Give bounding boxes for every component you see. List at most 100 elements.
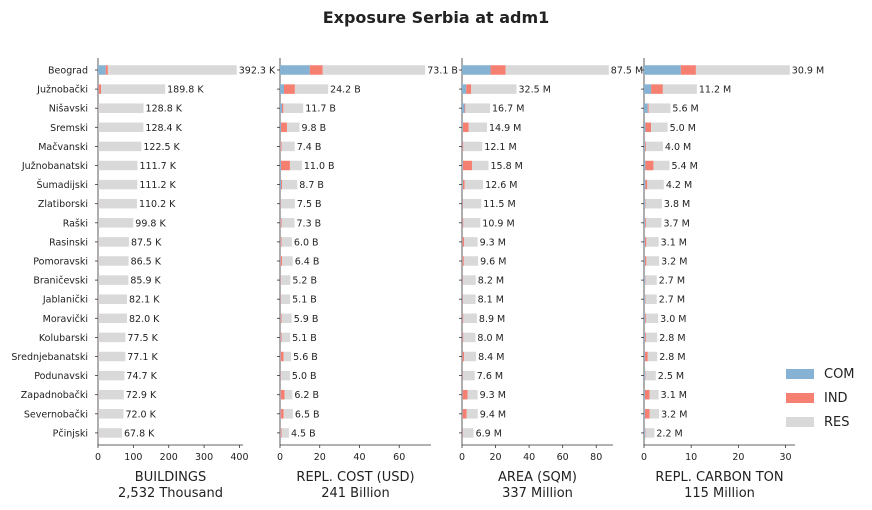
x-tick-label-3-2: 20	[732, 452, 744, 463]
bar-res-2-4	[463, 141, 483, 152]
bar-com-3-10	[644, 256, 645, 266]
data-label-2-11: 8.2 M	[478, 276, 504, 287]
bar-com-1-15	[280, 351, 281, 362]
bar-com-3-14	[644, 332, 645, 343]
bar-ind-2-2	[464, 103, 466, 113]
data-label-2-15: 8.4 M	[478, 352, 504, 363]
bar-res-1-0	[322, 65, 426, 75]
bar-ind-2-0	[490, 65, 506, 75]
bar-res-0-18	[98, 409, 124, 419]
data-label-1-8: 7.3 B	[297, 218, 322, 229]
category-label-4: Mačvanski	[38, 142, 88, 153]
category-label-19: Pčinjski	[53, 428, 88, 439]
bar-com-0-0	[98, 65, 106, 75]
data-label-3-15: 2.8 M	[659, 352, 685, 363]
legend-item-res: RES	[786, 410, 855, 434]
bar-com-3-12	[644, 294, 645, 304]
bar-res-1-13	[281, 313, 292, 324]
bar-res-2-15	[464, 351, 477, 362]
bar-res-1-15	[283, 351, 292, 362]
bar-ind-1-1	[283, 84, 295, 94]
data-label-0-12: 82.1 K	[129, 295, 160, 306]
bar-ind-2-19	[462, 428, 464, 438]
data-label-0-4: 122.5 K	[143, 142, 180, 153]
bar-res-1-6	[281, 179, 298, 190]
bar-com-1-11	[280, 275, 281, 285]
category-label-12: Jablanički	[42, 295, 88, 306]
legend: COM IND RES	[786, 362, 855, 434]
bar-com-2-18	[462, 409, 463, 419]
bar-com-0-1	[98, 84, 99, 94]
bar-com-2-17	[462, 389, 463, 400]
bar-ind-1-9	[280, 237, 282, 247]
data-label-1-1: 24.2 B	[330, 85, 361, 96]
bar-com-3-16	[644, 370, 645, 381]
bar-res-0-14	[98, 332, 126, 343]
data-label-0-16: 74.7 K	[126, 371, 157, 382]
x-tick-label-1-2: 40	[353, 452, 365, 463]
bar-res-2-14	[463, 332, 476, 343]
x-tick-label-0-1: 100	[124, 452, 142, 463]
data-label-1-11: 5.2 B	[292, 276, 317, 287]
bar-res-3-8	[645, 218, 662, 228]
bar-com-2-9	[462, 237, 463, 247]
bar-res-1-2	[283, 103, 304, 113]
bar-res-1-14	[281, 332, 291, 343]
bar-ind-1-15	[280, 351, 284, 362]
data-label-2-18: 9.4 M	[480, 409, 506, 420]
x-tick-label-2-1: 20	[490, 452, 502, 463]
bar-com-2-15	[462, 351, 463, 362]
bar-com-2-2	[462, 103, 465, 113]
bar-com-1-1	[280, 84, 284, 94]
bar-com-2-0	[462, 65, 491, 75]
category-label-6: Šumadijski	[36, 179, 88, 191]
x-tick-label-2-4: 80	[590, 452, 602, 463]
bar-res-2-2	[465, 103, 491, 113]
bar-res-3-7	[645, 198, 662, 209]
bar-com-2-6	[462, 179, 463, 190]
category-label-14: Kolubarski	[39, 333, 88, 344]
bar-res-3-10	[646, 256, 660, 266]
bar-res-2-17	[467, 389, 478, 400]
category-label-0: Beograd	[48, 66, 88, 77]
bar-res-2-0	[505, 65, 609, 75]
x-tick-label-3-3: 30	[780, 452, 792, 463]
bar-com-2-12	[462, 294, 463, 304]
bar-com-1-7	[280, 198, 281, 209]
data-label-3-1: 11.2 M	[699, 85, 731, 96]
data-label-0-5: 111.7 K	[140, 161, 177, 172]
bar-res-3-6	[647, 179, 664, 190]
data-label-1-3: 9.8 B	[301, 123, 326, 134]
bar-res-1-10	[282, 256, 293, 266]
bar-com-3-2	[644, 103, 648, 113]
x-tick-label-0-2: 200	[160, 452, 178, 463]
bar-ind-3-14	[644, 332, 646, 343]
data-label-1-17: 6.2 B	[294, 390, 319, 401]
data-label-0-8: 99.8 K	[135, 218, 166, 229]
bar-com-3-1	[644, 84, 652, 94]
data-label-3-12: 2.7 M	[659, 295, 685, 306]
bar-ind-2-3	[462, 122, 469, 133]
bar-res-2-18	[466, 409, 478, 419]
x-tick-label-1-1: 20	[314, 452, 326, 463]
bar-res-0-9	[98, 237, 129, 247]
x-axis-subtitle-0: 2,532 Thousand	[118, 486, 223, 501]
bar-res-0-6	[98, 179, 138, 190]
bar-res-1-17	[284, 389, 293, 400]
category-label-17: Zapadnobački	[21, 390, 88, 401]
bar-res-2-8	[463, 218, 481, 228]
x-tick-label-2-2: 40	[523, 452, 535, 463]
bar-ind-3-8	[644, 218, 646, 228]
bar-res-3-4	[645, 141, 663, 152]
category-label-2: Nišavski	[49, 104, 88, 115]
bar-ind-2-5	[462, 160, 473, 171]
data-label-1-4: 7.4 B	[297, 142, 322, 153]
x-axis-subtitle-3: 115 Million	[684, 486, 755, 501]
data-label-2-6: 12.6 M	[485, 180, 517, 191]
bar-com-2-7	[462, 198, 463, 209]
bar-com-1-13	[280, 313, 281, 324]
data-label-0-19: 67.8 K	[124, 428, 155, 439]
bar-com-3-6	[644, 179, 646, 190]
bar-res-0-1	[101, 84, 166, 94]
